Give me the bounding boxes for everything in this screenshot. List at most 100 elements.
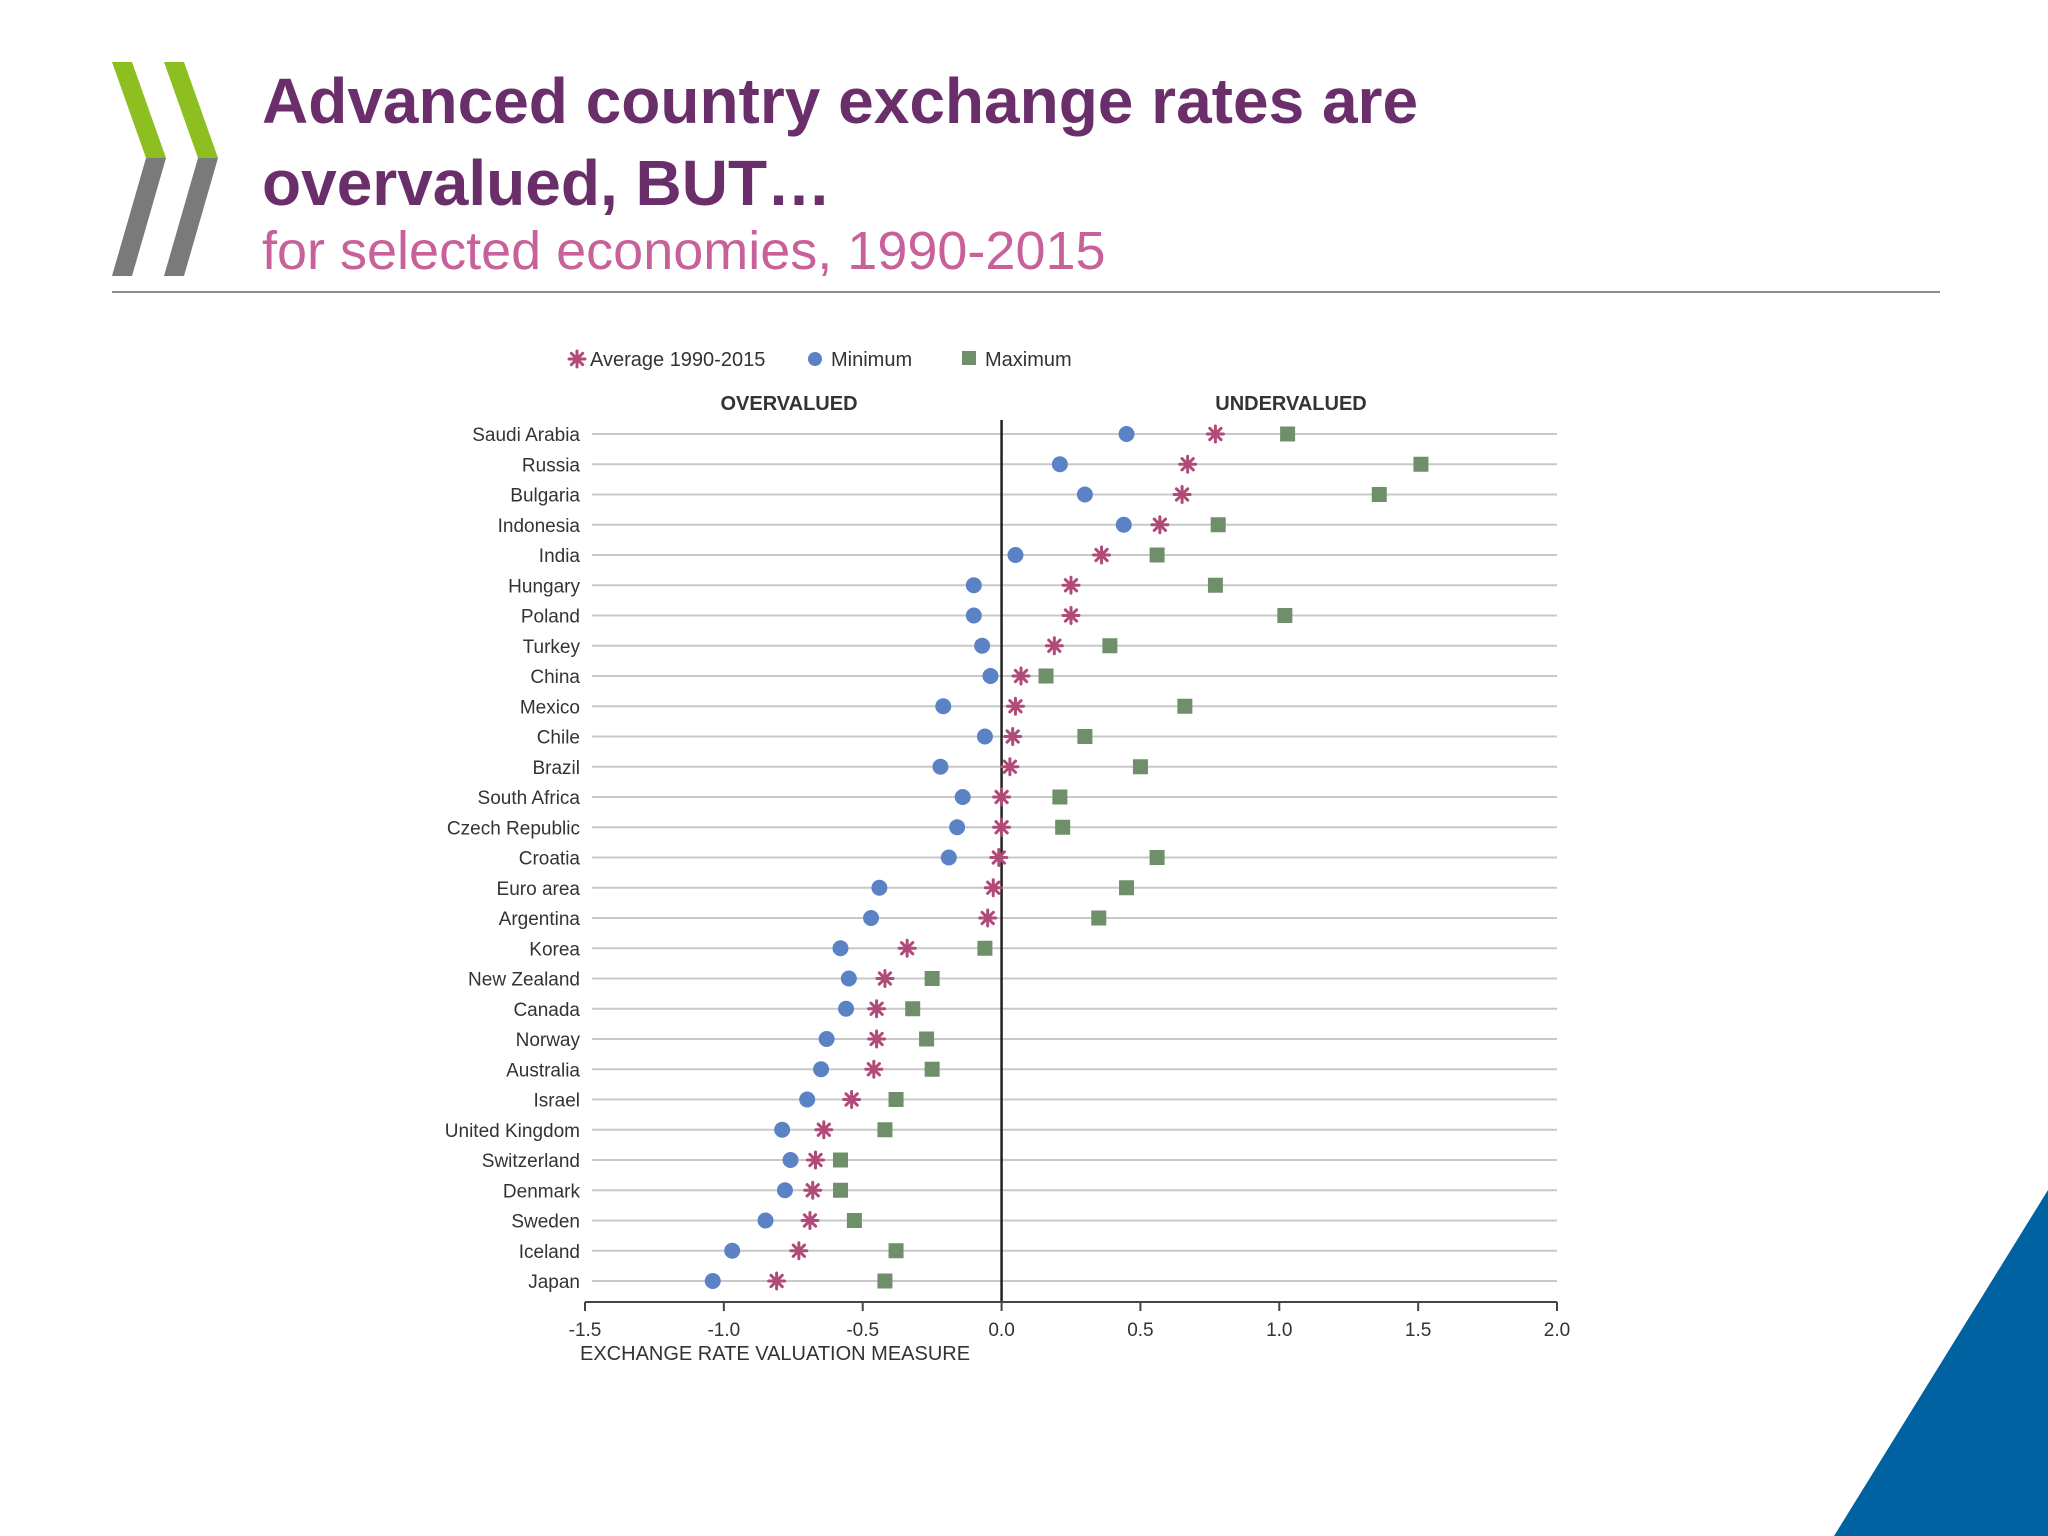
average-point xyxy=(1178,454,1198,474)
average-point xyxy=(989,848,1009,867)
overvalued-region-label: OVERVALUED xyxy=(720,393,857,415)
category-label: South Africa xyxy=(478,788,581,809)
maximum-point xyxy=(832,1182,848,1198)
legend-maximum-label: Maximum xyxy=(985,349,1072,371)
average-point xyxy=(1172,485,1192,504)
minimum-point xyxy=(935,698,952,715)
legend-minimum-label: Minimum xyxy=(831,349,912,371)
chart-legend: Average 1990-2015 Minimum Maximum xyxy=(567,349,1072,371)
minimum-point xyxy=(799,1091,816,1108)
average-point xyxy=(789,1241,809,1261)
x-axis: -1.5 -1.0 -0.5 0.0 0.5 1.0 1.5 2.0 xyxy=(569,1301,1570,1341)
maximum-point xyxy=(1091,910,1107,926)
category-label: Russia xyxy=(522,455,581,476)
minimum-point xyxy=(840,970,857,987)
maximum-point xyxy=(846,1213,862,1228)
average-point xyxy=(1061,606,1081,625)
maximum-point xyxy=(877,1273,893,1289)
corner-blue-triangle xyxy=(1834,1190,2048,1536)
category-label: Australia xyxy=(506,1060,580,1081)
legend-average-marker xyxy=(567,349,587,369)
maximum-point xyxy=(924,971,940,986)
minimum-point xyxy=(965,577,982,594)
minimum-point xyxy=(954,789,971,805)
average-point xyxy=(1005,696,1025,716)
average-point xyxy=(1044,636,1064,656)
maximum-point xyxy=(1038,668,1054,684)
category-label: Chile xyxy=(537,728,580,749)
x-tick-label: 0.5 xyxy=(1127,1320,1153,1341)
logo-chevron-right-lower xyxy=(164,158,218,276)
category-label: Indonesia xyxy=(498,516,581,537)
x-tick-label: 1.5 xyxy=(1405,1320,1431,1341)
average-point xyxy=(767,1271,787,1291)
category-label: Poland xyxy=(521,607,580,628)
average-point xyxy=(1011,666,1031,686)
maximum-point xyxy=(1149,547,1165,563)
minimum-point xyxy=(976,728,993,745)
maximum-point xyxy=(832,1152,848,1168)
maximum-point xyxy=(977,940,993,956)
minimum-point xyxy=(832,940,849,957)
minimum-point xyxy=(776,1182,793,1199)
category-label: Euro area xyxy=(497,879,581,900)
minimum-point xyxy=(932,758,949,775)
chart-rows: Saudi Arabia Russia Bulgaria Indonesia India… xyxy=(445,425,1557,1293)
minimum-point xyxy=(782,1152,799,1168)
average-point xyxy=(875,969,895,988)
maximum-point xyxy=(1102,638,1118,654)
average-point xyxy=(1000,757,1020,777)
minimum-point xyxy=(757,1212,774,1229)
minimum-point xyxy=(704,1273,721,1289)
category-label: Czech Republic xyxy=(447,818,580,839)
minimum-point xyxy=(818,1031,835,1047)
maximum-point xyxy=(1177,698,1193,714)
maximum-point xyxy=(1280,426,1296,442)
category-label: Sweden xyxy=(511,1212,580,1233)
logo-chevron-left-lower xyxy=(112,158,166,276)
x-tick-label: -0.5 xyxy=(846,1320,879,1341)
category-label: Korea xyxy=(529,939,580,960)
slide-title: Advanced country exchange rates are over… xyxy=(262,60,1862,224)
maximum-point xyxy=(1132,759,1148,775)
average-point xyxy=(842,1090,862,1109)
maximum-point xyxy=(1207,577,1223,593)
category-label: Japan xyxy=(528,1272,580,1293)
maximum-point xyxy=(1277,608,1293,623)
category-label: India xyxy=(539,546,581,567)
minimum-point xyxy=(974,637,991,654)
average-point xyxy=(814,1120,834,1140)
minimum-point xyxy=(1051,456,1068,473)
minimum-point xyxy=(949,819,966,836)
logo-chevron-left-upper xyxy=(112,62,166,158)
minimum-point xyxy=(838,1000,855,1017)
average-point xyxy=(1205,424,1225,444)
category-label: Croatia xyxy=(519,849,581,870)
maximum-point xyxy=(888,1243,904,1259)
slide-title-line-2: overvalued, BUT… xyxy=(262,147,832,219)
maximum-point xyxy=(877,1122,893,1138)
legend-average-asterisk xyxy=(567,349,587,369)
x-axis-label: EXCHANGE RATE VALUATION MEASURE xyxy=(580,1343,970,1365)
average-point xyxy=(1003,727,1023,746)
chart-points xyxy=(704,424,1429,1291)
legend-average-label: Average 1990-2015 xyxy=(590,349,765,371)
maximum-point xyxy=(924,1061,940,1077)
category-label: Switzerland xyxy=(482,1151,580,1172)
minimum-point xyxy=(965,607,982,624)
average-point xyxy=(864,1059,884,1079)
slide-subtitle: for selected economies, 1990-2015 xyxy=(262,221,1106,281)
x-tick-label: -1.5 xyxy=(569,1320,602,1341)
minimum-point xyxy=(724,1242,741,1259)
average-point xyxy=(1092,545,1112,565)
category-label: Turkey xyxy=(523,637,581,658)
x-tick-label: 0.0 xyxy=(988,1320,1014,1341)
slide-title-line-1: Advanced country exchange rates are xyxy=(262,65,1419,137)
category-label: New Zealand xyxy=(468,970,580,991)
average-point xyxy=(867,999,887,1019)
average-point xyxy=(992,787,1012,807)
minimum-point xyxy=(1076,486,1093,503)
category-label: Denmark xyxy=(503,1181,581,1202)
header-divider xyxy=(112,291,1940,293)
